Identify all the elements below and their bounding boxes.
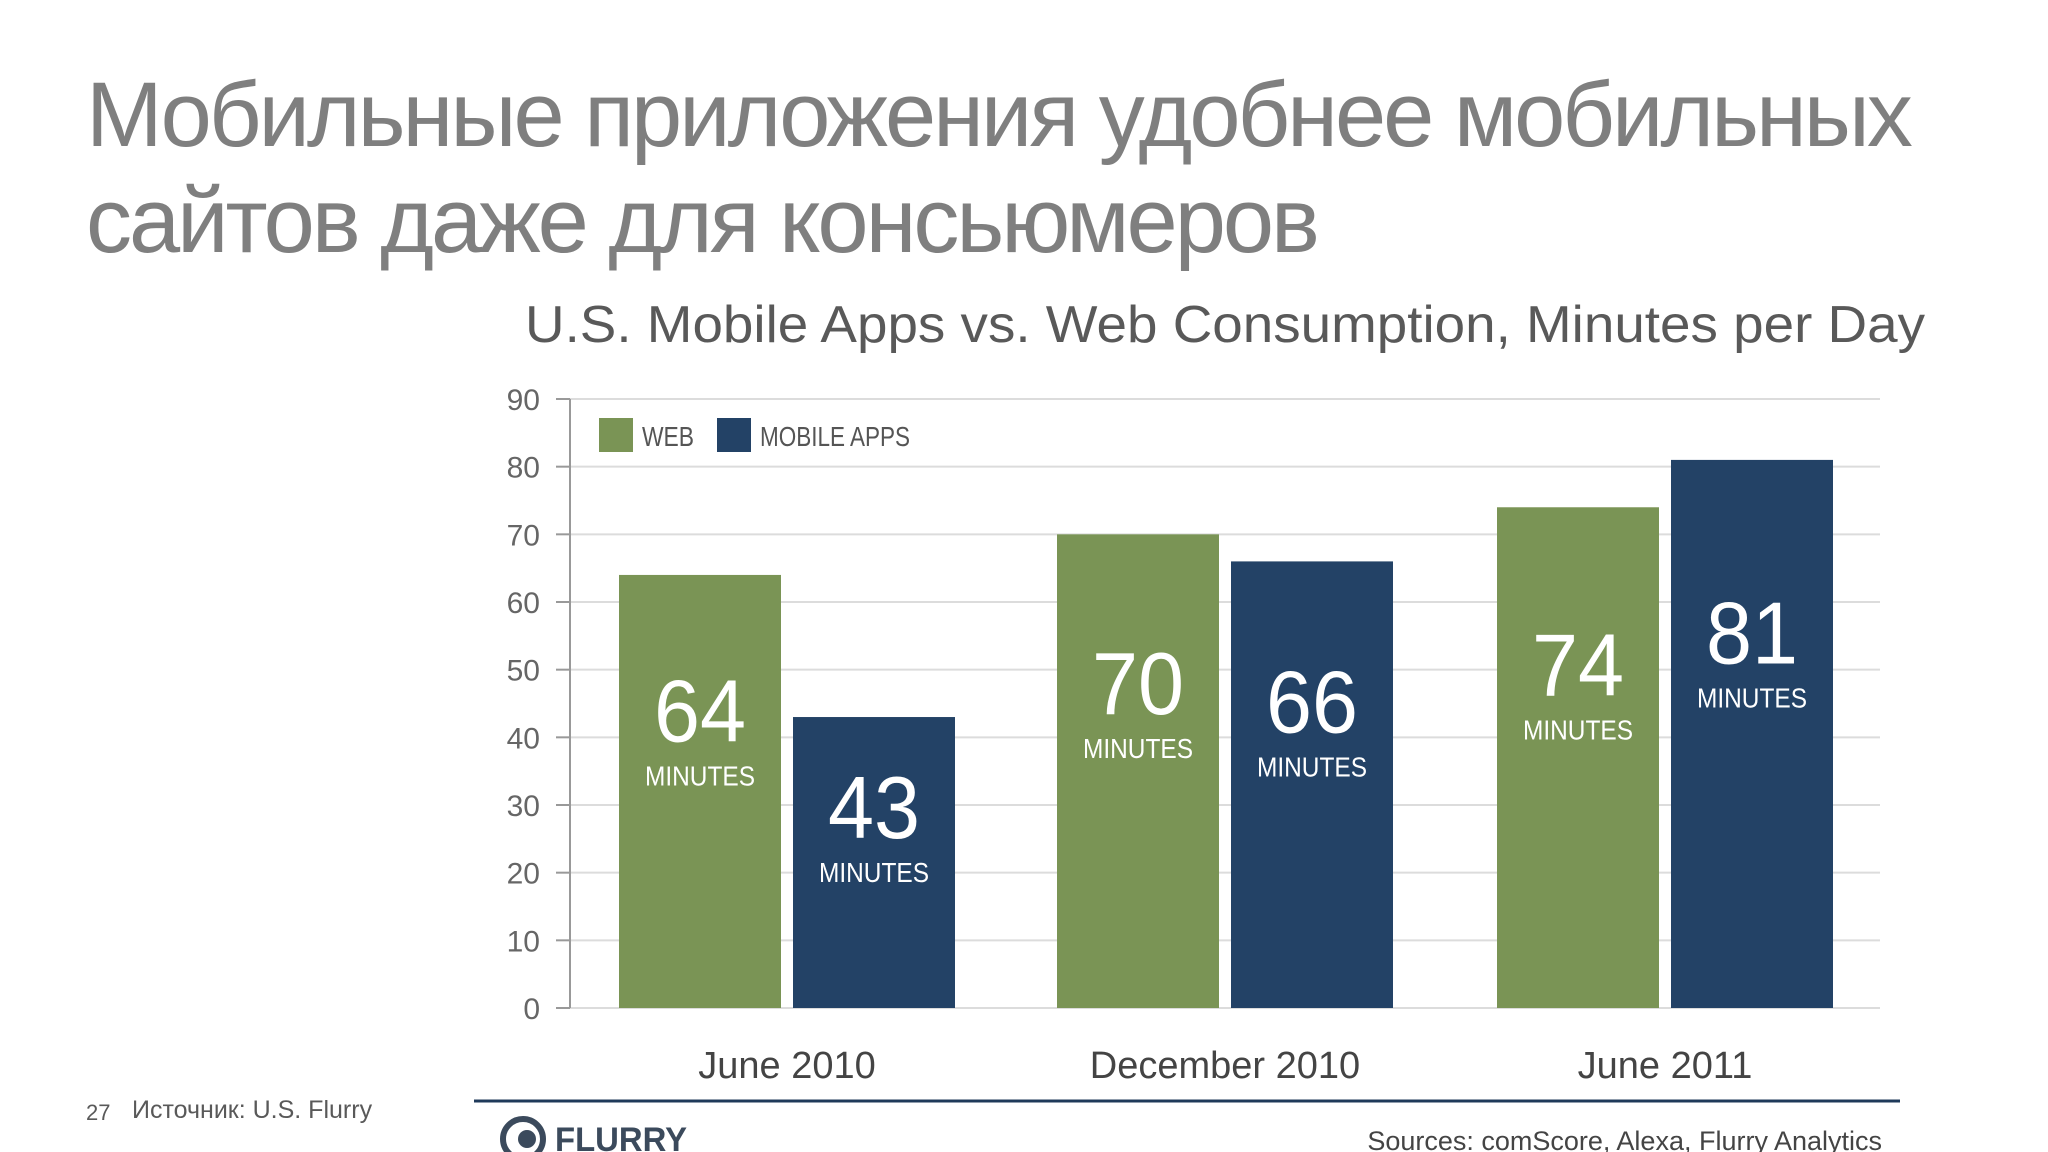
y-tick-label: 30 [507, 790, 540, 823]
grid-lines [570, 398, 1880, 1009]
bar-unit-label: MINUTES [645, 761, 755, 792]
slide-number: 27 [86, 1100, 111, 1125]
flurry-logo-icon [500, 1116, 546, 1152]
flurry-logo-ring [500, 1116, 546, 1152]
legend-swatch [717, 418, 751, 452]
bar-value-label: 74 [1532, 616, 1624, 715]
bar [1231, 561, 1393, 1008]
slide-title-line-2: сайтов даже для консьюмеров [86, 170, 1320, 272]
y-axis-ticks: 0 10 20 30 40 50 60 70 80 90 [507, 384, 571, 1026]
legend: WEB MOBILE APPS [599, 418, 910, 452]
bar [619, 574, 781, 1008]
bar-unit-label: MINUTES [1697, 682, 1807, 713]
y-tick-label: 0 [523, 993, 540, 1026]
y-tick-label: 90 [507, 384, 540, 417]
bar-value-label: 43 [828, 758, 920, 857]
y-tick-label: 70 [507, 519, 540, 552]
x-tick-label: June 2010 [698, 1045, 876, 1087]
bar-value-label: 81 [1706, 583, 1798, 682]
sources-note: Sources: comScore, Alexa, Flurry Analyti… [1367, 1126, 1882, 1152]
bar [1497, 507, 1659, 1008]
y-tick-label: 50 [507, 655, 540, 688]
y-tick-label: 20 [507, 858, 540, 891]
slide-title: Мобильные приложения удобнее мобильных с… [86, 62, 1986, 274]
chart-footer: FLURRY Sources: comScore, Alexa, Flurry A… [474, 1099, 1900, 1152]
chart-title: U.S. Mobile Apps vs. Web Consumption, Mi… [525, 296, 1925, 354]
x-axis-ticks: June 2010 December 2010 June 2011 [698, 1045, 1752, 1087]
y-tick-label: 40 [507, 722, 540, 755]
y-tick-label: 80 [507, 452, 540, 485]
slide-title-line-1: Мобильные приложения удобнее мобильных [86, 64, 1913, 166]
y-tick-label: 10 [507, 925, 540, 958]
x-tick-label: December 2010 [1090, 1045, 1360, 1087]
legend-swatch [599, 418, 633, 452]
legend-label: MOBILE APPS [760, 421, 910, 452]
bar-unit-label: MINUTES [1257, 751, 1367, 782]
bar-value-label: 64 [654, 662, 746, 761]
brand-name: FLURRY [555, 1121, 687, 1152]
legend-label: WEB [642, 421, 694, 452]
bar-value-label: 66 [1266, 652, 1358, 751]
bar-unit-label: MINUTES [819, 857, 929, 888]
bar-unit-label: MINUTES [1083, 733, 1193, 764]
flurry-logo-dot [518, 1130, 536, 1148]
x-tick-label: June 2011 [1578, 1045, 1753, 1087]
bar [793, 717, 955, 1008]
bar [1671, 459, 1833, 1008]
bar-unit-label: MINUTES [1523, 715, 1633, 746]
footer-source: Источник: U.S. Flurry [132, 1096, 373, 1124]
bar [1057, 534, 1219, 1008]
bar-value-label: 70 [1092, 634, 1184, 733]
y-tick-label: 60 [507, 587, 540, 620]
